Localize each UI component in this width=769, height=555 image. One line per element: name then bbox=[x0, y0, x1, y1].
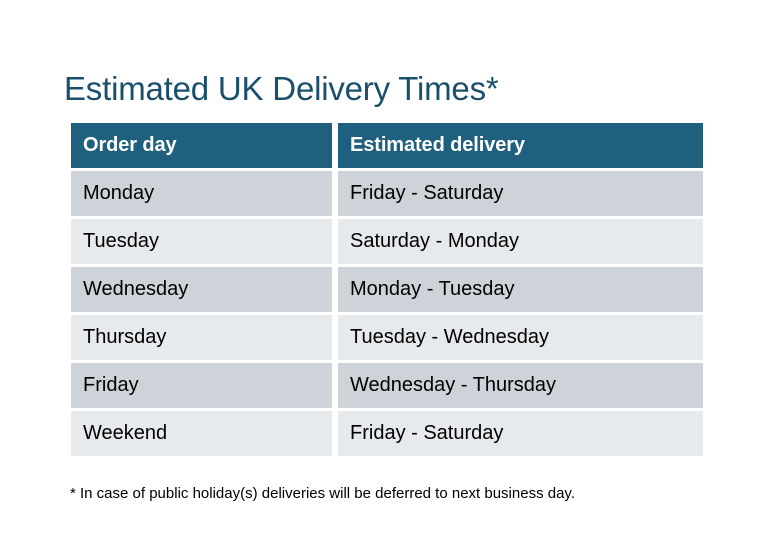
delivery-times-table: Order day Estimated delivery Monday Frid… bbox=[65, 120, 709, 459]
cell-estimated-delivery: Friday - Saturday bbox=[338, 171, 703, 216]
cell-estimated-delivery: Wednesday - Thursday bbox=[338, 363, 703, 408]
page-title: Estimated UK Delivery Times* bbox=[64, 70, 499, 108]
cell-estimated-delivery: Monday - Tuesday bbox=[338, 267, 703, 312]
cell-order-day: Monday bbox=[71, 171, 332, 216]
footnote: * In case of public holiday(s) deliverie… bbox=[70, 485, 575, 502]
cell-order-day: Thursday bbox=[71, 315, 332, 360]
cell-estimated-delivery: Friday - Saturday bbox=[338, 411, 703, 456]
cell-order-day: Wednesday bbox=[71, 267, 332, 312]
table-row: Weekend Friday - Saturday bbox=[71, 411, 703, 456]
table-row: Thursday Tuesday - Wednesday bbox=[71, 315, 703, 360]
cell-order-day: Weekend bbox=[71, 411, 332, 456]
table-row: Monday Friday - Saturday bbox=[71, 171, 703, 216]
table-body: Monday Friday - Saturday Tuesday Saturda… bbox=[71, 171, 703, 456]
table-header-row: Order day Estimated delivery bbox=[71, 123, 703, 168]
cell-order-day: Tuesday bbox=[71, 219, 332, 264]
table-row: Friday Wednesday - Thursday bbox=[71, 363, 703, 408]
table-row: Wednesday Monday - Tuesday bbox=[71, 267, 703, 312]
cell-order-day: Friday bbox=[71, 363, 332, 408]
column-header-estimated-delivery: Estimated delivery bbox=[338, 123, 703, 168]
table-row: Tuesday Saturday - Monday bbox=[71, 219, 703, 264]
cell-estimated-delivery: Tuesday - Wednesday bbox=[338, 315, 703, 360]
table-header: Order day Estimated delivery bbox=[71, 123, 703, 168]
column-header-order-day: Order day bbox=[71, 123, 332, 168]
cell-estimated-delivery: Saturday - Monday bbox=[338, 219, 703, 264]
